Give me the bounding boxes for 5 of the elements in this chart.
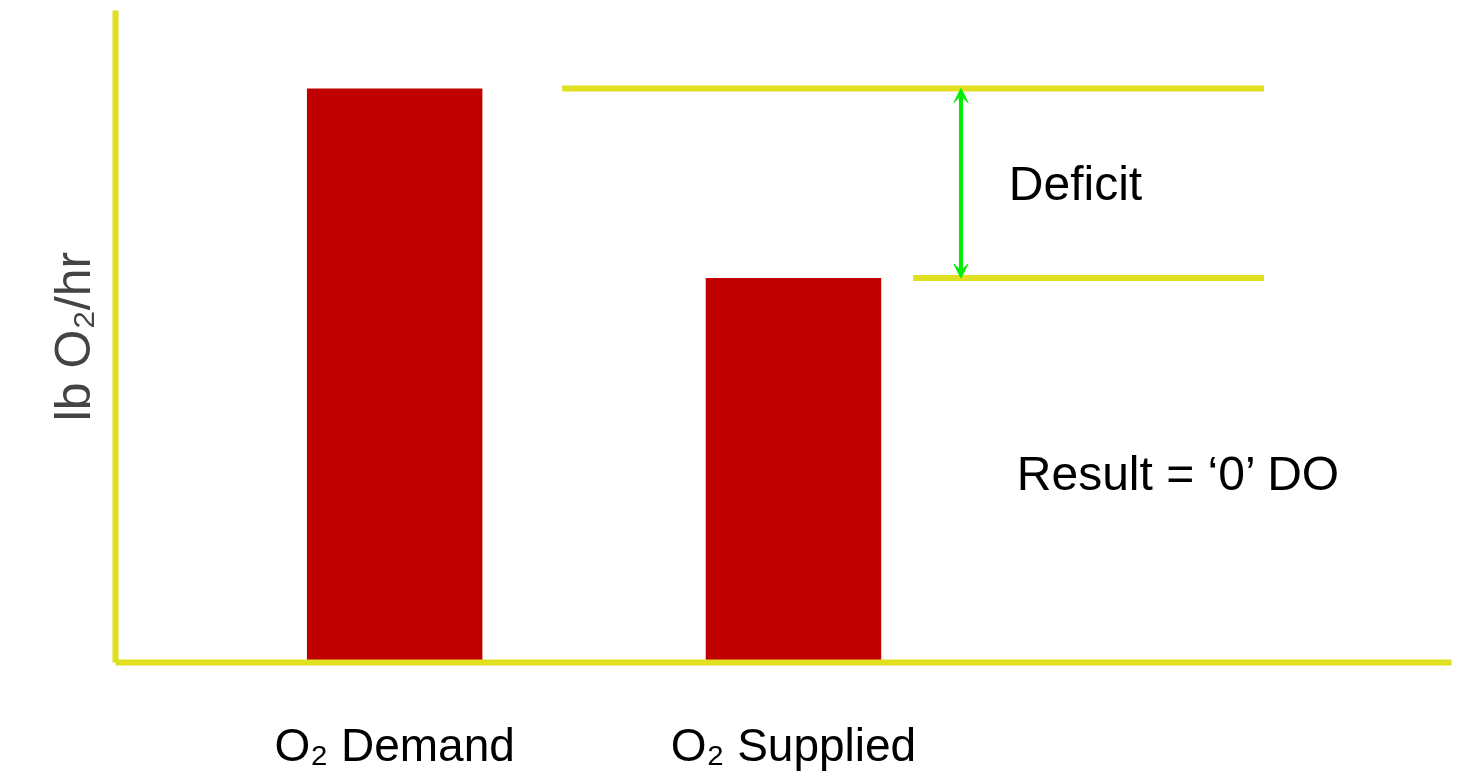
x-tick-label: O₂ Supplied [670, 718, 917, 771]
x-tick-label: O₂ Demand [274, 718, 515, 771]
y-axis-title: lb O₂/hr [44, 251, 101, 422]
text: Deficit [1008, 156, 1143, 210]
text: Result = ‘0’ DO [1016, 446, 1340, 500]
